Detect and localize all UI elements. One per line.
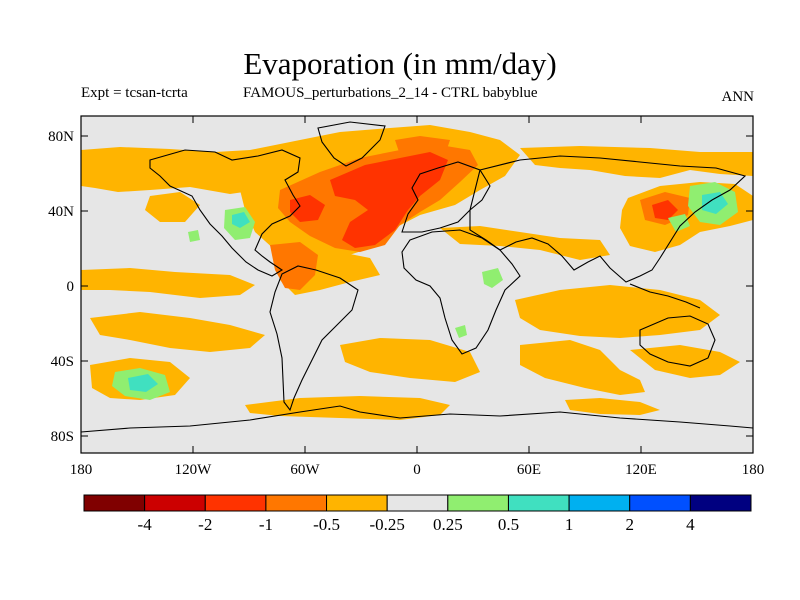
lon-tick-label: 60E: [517, 462, 541, 478]
contour-caribbean: [270, 242, 318, 290]
lat-tick-label: 40N: [48, 204, 74, 220]
coast-north-america: [149, 149, 301, 277]
contour-east-pacific-tropics: [81, 268, 255, 298]
coast-australia: [639, 315, 716, 367]
lon-labels: 180 120W 60W 0 60E 120E 180: [70, 462, 765, 478]
lon-tick-label: 0: [413, 462, 421, 478]
lat-axis: [81, 135, 753, 437]
colorbar-swatch: [326, 494, 388, 512]
colorbar-label: 0.5: [498, 515, 519, 534]
contour-north-pacific-core: [702, 192, 728, 214]
contour-south-of-australia: [630, 345, 740, 378]
lon-tick-label: 120W: [175, 462, 213, 478]
contour-east-asia: [668, 214, 690, 232]
colorbar-labels: -4 -2 -1 -0.5 -0.25 0.25 0.5 1 2 4: [138, 515, 696, 534]
colorbar-label: 0.25: [433, 515, 463, 534]
colorbar-swatch: [507, 494, 570, 512]
colorbar-label: 2: [625, 515, 634, 534]
colorbar-label: -4: [138, 515, 153, 534]
contour-southern-ocean-indian: [565, 398, 660, 415]
contour-madagascar: [455, 325, 467, 338]
colorbar-swatch: [447, 494, 509, 512]
lat-tick-label: 40S: [51, 354, 74, 370]
lat-tick-label: 80N: [48, 129, 74, 145]
colorbar-boxes: [83, 494, 752, 512]
coastlines: [81, 121, 753, 433]
lon-tick-label: 180: [742, 462, 765, 478]
contour-sea-of-japan: [652, 200, 678, 220]
contour-level-plus-0-5: [128, 192, 728, 392]
colorbar-label: -0.5: [313, 515, 340, 534]
lat-tick-label: 80S: [51, 429, 74, 445]
map-title: Evaporation (in mm/day): [243, 46, 557, 81]
colorbar-label: -2: [198, 515, 212, 534]
lat-labels: 80N 40N 0 40S 80S: [48, 129, 74, 445]
run-label: FAMOUS_perturbations_2_14 - CTRL babyblu…: [243, 85, 538, 101]
contour-fields: [81, 125, 753, 420]
coast-greenland: [317, 121, 386, 167]
colorbar-label: 1: [565, 515, 574, 534]
colorbar-swatch: [204, 494, 267, 512]
colorbar-label: -1: [259, 515, 273, 534]
colorbar-label: 4: [686, 515, 695, 534]
contour-east-africa: [482, 268, 503, 288]
lon-tick-label: 120E: [625, 462, 657, 478]
colorbar-label: -0.25: [369, 515, 404, 534]
lon-tick-label: 60W: [290, 462, 320, 478]
coast-antarctica: [81, 405, 753, 433]
contour-barents: [395, 136, 450, 160]
coast-indonesia: [629, 283, 701, 309]
colorbar-swatch: [568, 494, 631, 512]
colorbar-swatch: [144, 494, 206, 512]
contour-newfoundland: [290, 195, 325, 222]
contour-arctic-canada: [81, 147, 268, 194]
contour-south-indian: [520, 340, 645, 395]
colorbar-swatch: [265, 494, 328, 512]
contour-gulf-of-mexico-edge: [188, 230, 200, 242]
experiment-label: Expt = tcsan-tcrta: [81, 85, 188, 101]
contour-mexico-core: [232, 212, 250, 228]
colorbar-swatch: [386, 494, 449, 512]
coast-asia: [469, 155, 747, 283]
season-label: ANN: [721, 89, 755, 105]
contour-mediterranean: [440, 226, 610, 260]
contour-south-pacific-east: [90, 312, 265, 352]
contour-north-pacific-east: [145, 192, 200, 222]
colorbar-swatch: [689, 494, 752, 512]
colorbar-swatch: [629, 494, 691, 512]
lon-tick-label: 180: [70, 462, 93, 478]
coast-south-america: [269, 265, 359, 412]
colorbar-swatch: [83, 494, 146, 512]
lon-axis: [80, 116, 754, 453]
contour-indian-ocean: [515, 285, 720, 338]
lat-tick-label: 0: [67, 279, 75, 295]
contour-south-atlantic: [340, 338, 480, 382]
contour-south-pacific-core: [128, 374, 158, 392]
